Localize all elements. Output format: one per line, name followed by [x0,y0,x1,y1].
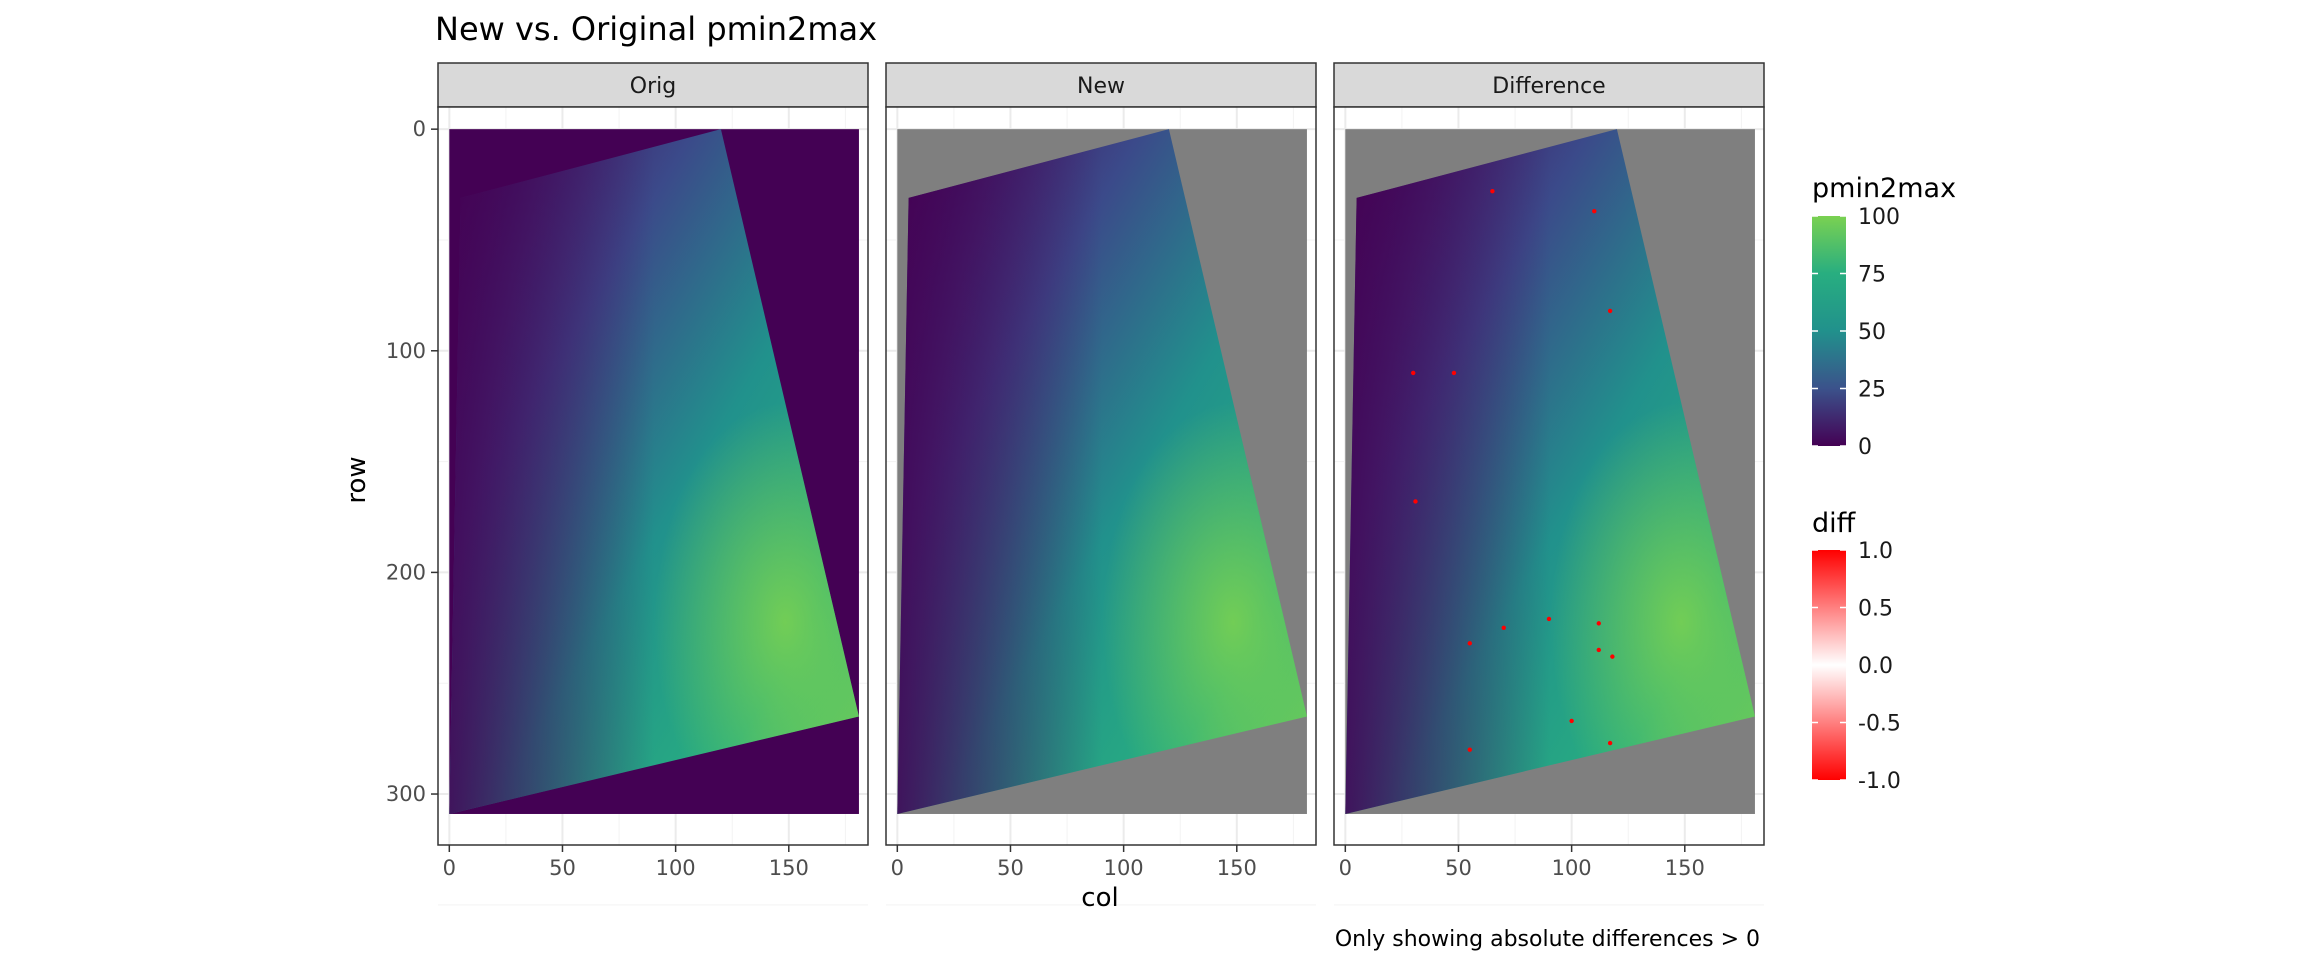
difference-point [1451,370,1457,376]
difference-point [1596,621,1601,626]
legend-tick-label: 0.0 [1858,654,1893,679]
panel-border [1333,106,1765,846]
x-axis: 0 50 100 150 [1339,845,1705,880]
legend-tick-label: 1.0 [1858,539,1893,564]
difference-point [1607,308,1613,314]
legend-pmin2max-title: pmin2max [1812,173,1956,204]
x-tick-label: 100 [1104,856,1144,880]
legend-tick-label: 100 [1858,205,1900,230]
legend-tick-label: 0.5 [1858,597,1893,622]
chart-title: New vs. Original pmin2max [435,10,877,48]
x-tick-label: 100 [656,856,696,880]
legend-diff: diff 1.0 0.5 0.0 -0.5 -1.0 [1812,508,1901,794]
legend-tick-label: -0.5 [1858,712,1901,737]
legend-pmin2max: pmin2max 0 25 50 75 100 [1812,173,1956,460]
difference-point [1490,189,1495,194]
difference-point [1610,654,1615,659]
panel-border [885,106,1317,846]
x-tick-label: 50 [997,856,1024,880]
panel-strip-label: Difference [1492,74,1605,99]
swath-shade [449,129,859,814]
panel-new: New 0 50 100 150 [885,62,1317,906]
difference-points [1411,189,1615,752]
panel-border [437,106,869,846]
difference-point [1467,747,1472,752]
difference-point [1411,370,1416,376]
legend-tick-label: -1.0 [1858,769,1901,794]
difference-point [1569,718,1574,724]
swath-shade [1345,129,1755,814]
difference-point [1413,499,1418,504]
legend-diff-ticks: 1.0 0.5 0.0 -0.5 -1.0 [1812,539,1901,794]
legend-pmin2max-ticks: 0 25 50 75 100 [1812,205,1900,460]
swath-shade [897,129,1307,814]
y-axis-label: row [342,456,372,503]
x-tick-label: 150 [1217,856,1257,880]
x-tick-label: 0 [443,856,456,880]
difference-point [1467,641,1472,646]
difference-point [1592,208,1597,214]
difference-point [1501,625,1506,631]
y-tick-label: 0 [413,117,426,141]
difference-point [1607,740,1613,746]
x-tick-label: 100 [1552,856,1592,880]
x-axis-label: col [1081,883,1118,913]
caption: Only showing absolute differences > 0 [1335,927,1760,952]
x-tick-label: 50 [1445,856,1472,880]
y-tick-label: 100 [386,339,426,363]
panel-strip-label: Orig [630,74,676,99]
x-tick-label: 50 [549,856,576,880]
legend-tick-label: 75 [1858,263,1886,288]
x-tick-label: 0 [1339,856,1352,880]
y-axis: 0 100 200 300 [386,117,438,806]
legend-tick-label: 0 [1858,435,1872,460]
legend-tick-label: 50 [1858,320,1886,345]
y-tick-label: 300 [386,782,426,806]
x-axis: 0 50 100 150 [443,845,809,880]
panel-strip-label: New [1077,74,1125,99]
legend-diff-title: diff [1812,508,1857,539]
panel-difference: Difference 0 50 100 150 [1333,62,1765,906]
x-axis: 0 50 100 150 [891,845,1257,880]
panel-strip [437,62,869,108]
legend-tick-label: 25 [1858,378,1886,403]
x-tick-label: 0 [891,856,904,880]
difference-point [1596,647,1601,653]
difference-point [1546,616,1552,622]
panel-orig: Orig 0 50 100 150 [437,62,869,906]
x-tick-label: 150 [769,856,809,880]
panels: Orig 0 50 100 150 New 0 50 100 150 Difference 0 50 10… [437,62,1765,906]
x-tick-label: 150 [1665,856,1705,880]
y-tick-label: 200 [386,560,426,584]
panel-strip [1333,62,1765,108]
